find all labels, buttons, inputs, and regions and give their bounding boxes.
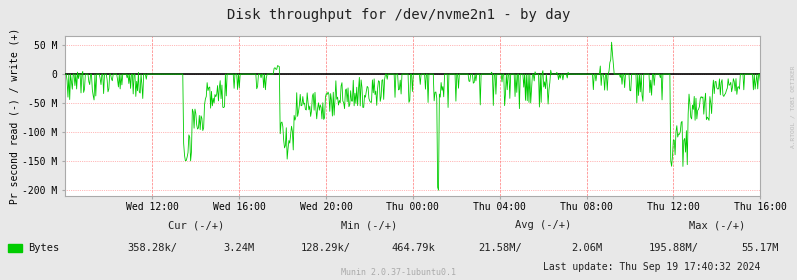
Text: 358.28k/: 358.28k/ bbox=[128, 243, 177, 253]
Text: 2.06M: 2.06M bbox=[571, 243, 603, 253]
Text: 55.17M: 55.17M bbox=[741, 243, 779, 253]
Text: Munin 2.0.37-1ubuntu0.1: Munin 2.0.37-1ubuntu0.1 bbox=[341, 268, 456, 277]
Text: 464.79k: 464.79k bbox=[391, 243, 434, 253]
Text: 195.88M/: 195.88M/ bbox=[649, 243, 698, 253]
Y-axis label: Pr second read (-) / write (+): Pr second read (-) / write (+) bbox=[10, 28, 20, 204]
Text: Cur (-/+): Cur (-/+) bbox=[167, 220, 224, 230]
Text: Disk throughput for /dev/nvme2n1 - by day: Disk throughput for /dev/nvme2n1 - by da… bbox=[227, 8, 570, 22]
Text: Bytes: Bytes bbox=[28, 243, 59, 253]
Text: A.RTOOL / TOBI OETIKER: A.RTOOL / TOBI OETIKER bbox=[791, 65, 795, 148]
Text: 128.29k/: 128.29k/ bbox=[301, 243, 351, 253]
Text: Min (-/+): Min (-/+) bbox=[341, 220, 398, 230]
Text: 21.58M/: 21.58M/ bbox=[478, 243, 521, 253]
Text: Max (-/+): Max (-/+) bbox=[689, 220, 745, 230]
Text: 3.24M: 3.24M bbox=[223, 243, 255, 253]
Text: Last update: Thu Sep 19 17:40:32 2024: Last update: Thu Sep 19 17:40:32 2024 bbox=[543, 262, 760, 272]
Text: Avg (-/+): Avg (-/+) bbox=[515, 220, 571, 230]
